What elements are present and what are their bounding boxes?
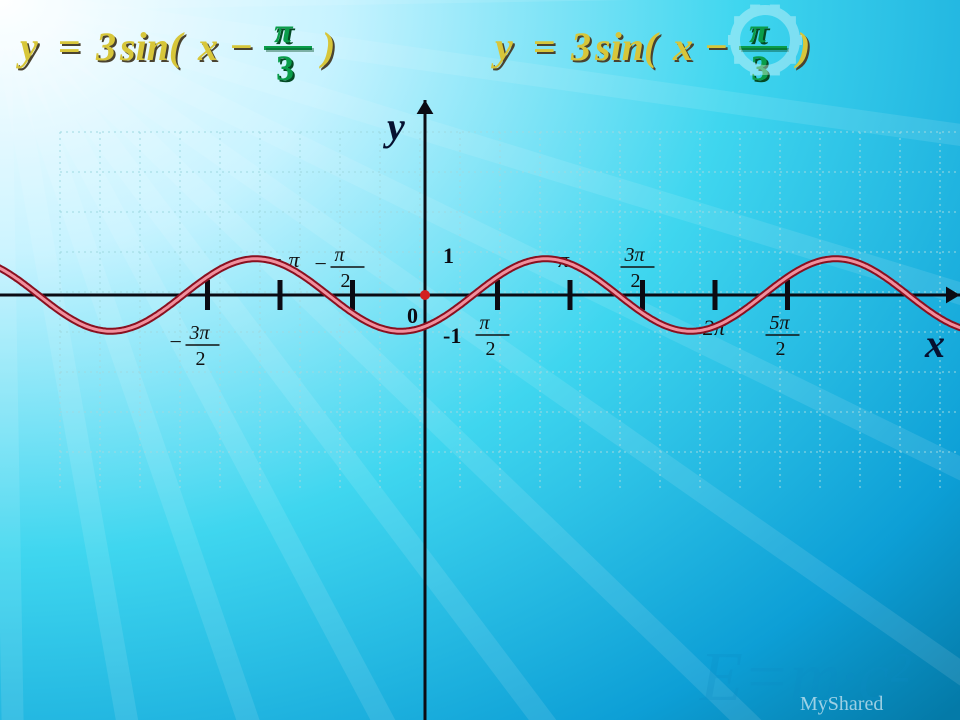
svg-text:π: π xyxy=(274,13,294,50)
svg-text:x: x xyxy=(197,24,218,69)
svg-text:2: 2 xyxy=(196,348,206,370)
svg-text:π: π xyxy=(480,312,491,334)
svg-text:2: 2 xyxy=(631,270,641,292)
svg-text:3π: 3π xyxy=(624,244,646,266)
svg-text:=: = xyxy=(533,24,556,69)
svg-text:sin(: sin( xyxy=(119,24,185,69)
origin-label: 0 xyxy=(407,303,418,328)
svg-text:3π: 3π xyxy=(189,322,211,344)
svg-text:y: y xyxy=(491,24,513,69)
svg-text:π: π xyxy=(335,244,346,266)
svg-text:−: − xyxy=(170,329,182,354)
svg-text:−: − xyxy=(230,24,253,69)
y-axis-label: y xyxy=(383,104,405,149)
svg-text:3: 3 xyxy=(570,24,591,69)
svg-text:−: − xyxy=(705,24,728,69)
svg-text:2: 2 xyxy=(486,338,496,360)
svg-text:): ) xyxy=(319,24,335,69)
svg-text:x: x xyxy=(672,24,693,69)
svg-text:3: 3 xyxy=(95,24,116,69)
svg-text:y: y xyxy=(16,24,38,69)
svg-text:3: 3 xyxy=(276,48,294,88)
svg-text:2: 2 xyxy=(776,338,786,360)
svg-text:2: 2 xyxy=(341,270,351,292)
svg-text:=: = xyxy=(58,24,81,69)
origin-dot xyxy=(420,290,430,300)
svg-text:−: − xyxy=(315,251,327,276)
svg-text:5π: 5π xyxy=(770,312,791,334)
y-tick-label: -1 xyxy=(443,323,461,348)
svg-text:sin(: sin( xyxy=(594,24,660,69)
y-tick-label: 1 xyxy=(443,243,454,268)
site-watermark: MyShared xyxy=(800,693,883,715)
x-axis-label: x xyxy=(924,321,945,366)
